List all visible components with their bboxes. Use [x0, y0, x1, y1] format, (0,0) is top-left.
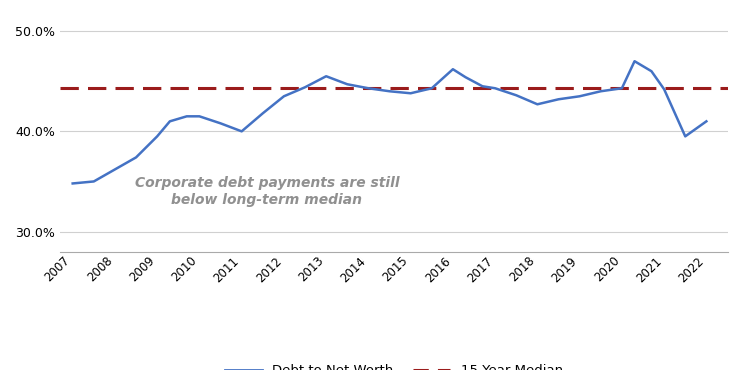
Text: Corporate debt payments are still
below long-term median: Corporate debt payments are still below …: [134, 176, 399, 206]
Legend: Debt to Net Worth, 15 Year Median: Debt to Net Worth, 15 Year Median: [220, 359, 568, 370]
